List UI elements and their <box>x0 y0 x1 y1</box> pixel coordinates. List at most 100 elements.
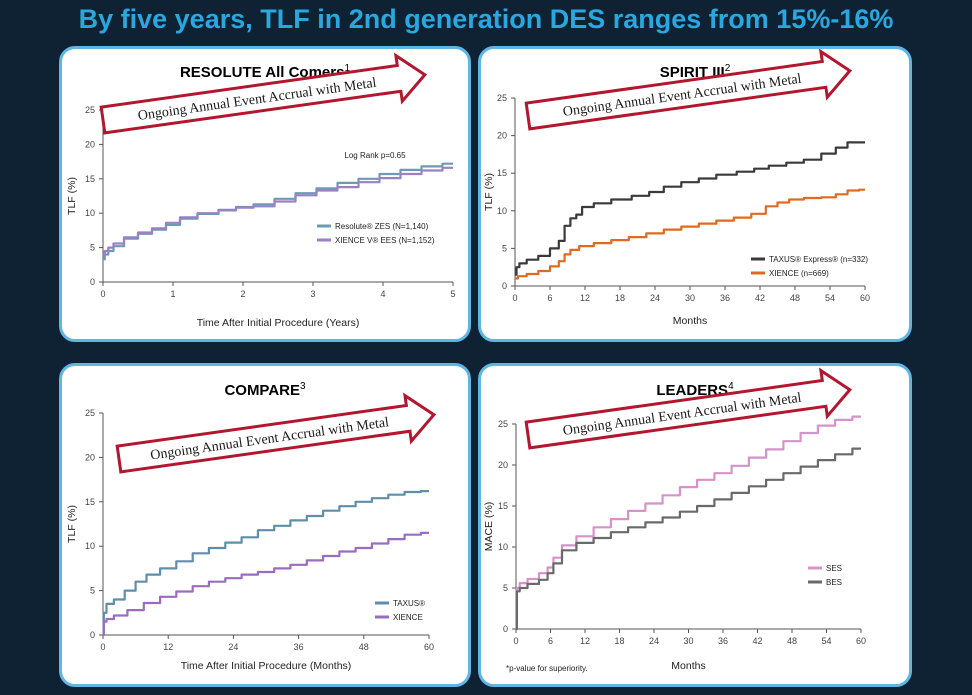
y-tick-label: 10 <box>497 206 507 216</box>
footnote: *p-value for superiority. <box>506 664 588 673</box>
y-tick-label: 15 <box>85 174 95 184</box>
y-tick-label: 20 <box>85 139 95 149</box>
y-tick-label: 20 <box>498 460 508 470</box>
chart-title: COMPARE3 <box>224 381 306 399</box>
series-line-1 <box>515 188 865 280</box>
x-tick-label: 12 <box>580 636 590 646</box>
x-tick-label: 48 <box>790 293 800 303</box>
y-tick-label: 0 <box>90 277 95 287</box>
x-tick-label: 36 <box>720 293 730 303</box>
x-tick-label: 3 <box>310 289 315 299</box>
series-line-1 <box>102 531 429 637</box>
chart-title-text: RESOLUTE All Comers <box>180 64 344 81</box>
x-tick-label: 60 <box>856 636 866 646</box>
chart-panel-leaders: LEADERS4 0 5 10 15 20 25 0 6 12 18 24 30 36 42 48 54 60 Mo… <box>478 363 912 687</box>
legend-label: TAXUS® <box>393 599 425 608</box>
chart-title: LEADERS4 <box>656 381 734 399</box>
y-tick-label: 25 <box>498 419 508 429</box>
y-axis-label: TLF (%) <box>66 177 78 215</box>
chart-title-text: COMPARE <box>224 382 300 399</box>
series-line-1 <box>103 166 453 256</box>
banner-arrow-shape <box>99 52 428 135</box>
x-tick-label: 60 <box>860 293 870 303</box>
x-tick-label: 6 <box>548 636 553 646</box>
y-tick-label: 15 <box>497 168 507 178</box>
y-tick-label: 10 <box>85 541 95 551</box>
x-tick-label: 24 <box>649 636 659 646</box>
chart-panel-resolute: RESOLUTE All Comers1 0 5 10 15 20 25 0 1 2 3 4 5 Time… <box>59 46 471 342</box>
x-tick-label: 54 <box>821 636 831 646</box>
event-accrual-banner: Ongoing Annual Event Accrual with Metal <box>115 392 437 474</box>
legend-label: Resolute® ZES (N=1,140) <box>335 222 429 231</box>
y-axis-label: TLF (%) <box>66 505 78 543</box>
x-tick-label: 24 <box>650 293 660 303</box>
chart-title-text: LEADERS <box>656 382 728 399</box>
chart-panel-spirit-iii: SPIRIT III2 0 5 10 15 20 25 0 6 12 18 24 30 36 42 48 54 6… <box>478 46 912 342</box>
y-tick-label: 25 <box>497 93 507 103</box>
event-accrual-banner: Ongoing Annual Event Accrual with Metal <box>524 367 853 450</box>
x-tick-label: 42 <box>755 293 765 303</box>
x-tick-label: 48 <box>787 636 797 646</box>
x-axis-label: Time After Initial Procedure (Months) <box>181 660 352 672</box>
series-line-0 <box>515 141 865 276</box>
x-tick-label: 12 <box>580 293 590 303</box>
slide-title: By five years, TLF in 2nd generation DES… <box>78 4 894 34</box>
chart-panel-compare: COMPARE3 0 5 10 15 20 25 0 12 24 36 48 60 Time After … <box>59 363 471 687</box>
x-tick-label: 24 <box>228 642 238 652</box>
x-tick-label: 42 <box>752 636 762 646</box>
x-tick-label: 6 <box>547 293 552 303</box>
y-tick-label: 15 <box>498 501 508 511</box>
chart-title-superscript: 4 <box>728 381 734 392</box>
chart-title-superscript: 1 <box>344 63 350 74</box>
x-axis-label: Time After Initial Procedure (Years) <box>197 317 360 329</box>
chart-title-superscript: 2 <box>725 63 731 74</box>
banner-arrow-shape <box>115 392 437 474</box>
x-tick-label: 54 <box>825 293 835 303</box>
x-tick-label: 0 <box>512 293 517 303</box>
x-axis-label: Months <box>673 315 707 327</box>
chart-svg: COMPARE3 0 5 10 15 20 25 0 12 24 36 48 60 Time After … <box>66 381 437 672</box>
y-tick-label: 10 <box>85 208 95 218</box>
event-accrual-banner: Ongoing Annual Event Accrual with Metal <box>524 49 853 131</box>
x-tick-label: 4 <box>380 289 385 299</box>
x-tick-label: 48 <box>359 642 369 652</box>
x-tick-label: 2 <box>240 289 245 299</box>
y-tick-label: 10 <box>498 542 508 552</box>
x-tick-label: 0 <box>513 636 518 646</box>
y-tick-label: 5 <box>90 586 95 596</box>
x-tick-label: 30 <box>683 636 693 646</box>
y-tick-label: 5 <box>503 583 508 593</box>
x-tick-label: 0 <box>100 642 105 652</box>
banner-arrow-shape <box>524 49 853 131</box>
y-tick-label: 15 <box>85 497 95 507</box>
y-tick-label: 25 <box>85 105 95 115</box>
y-tick-label: 0 <box>90 630 95 640</box>
legend-label: XIENCE <box>393 613 423 622</box>
x-tick-label: 60 <box>424 642 434 652</box>
y-tick-label: 20 <box>85 452 95 462</box>
series-line-1 <box>515 447 861 631</box>
legend-label: TAXUS® Express® (n=332) <box>769 255 868 264</box>
banner-arrow-shape <box>524 367 853 450</box>
y-tick-label: 20 <box>497 131 507 141</box>
x-tick-label: 0 <box>100 289 105 299</box>
legend-label: XIENCE (n=669) <box>769 269 829 278</box>
x-tick-label: 36 <box>294 642 304 652</box>
legend-label: XIENCE V® EES (N=1,152) <box>335 236 435 245</box>
log-rank-annotation: Log Rank p=0.65 <box>344 151 406 160</box>
y-tick-label: 0 <box>503 624 508 634</box>
y-tick-label: 25 <box>85 408 95 418</box>
series-line-0 <box>102 490 429 637</box>
x-tick-label: 18 <box>615 293 625 303</box>
y-tick-label: 5 <box>502 243 507 253</box>
y-axis-label: MACE (%) <box>483 502 495 552</box>
legend-label: BES <box>826 578 842 587</box>
x-tick-label: 18 <box>614 636 624 646</box>
legend-label: SES <box>826 564 842 573</box>
x-tick-label: 36 <box>718 636 728 646</box>
chart-title: RESOLUTE All Comers1 <box>180 63 350 81</box>
x-tick-label: 5 <box>450 289 455 299</box>
x-axis-label: Months <box>671 660 705 672</box>
